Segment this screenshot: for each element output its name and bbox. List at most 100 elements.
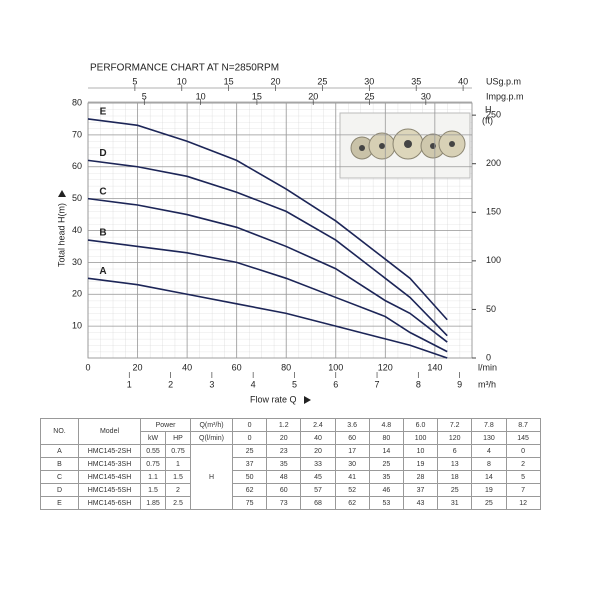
- head-cell: 4: [471, 444, 507, 458]
- flow-cell: 4.8: [368, 418, 404, 432]
- head-cell: 31: [437, 496, 473, 510]
- head-cell: 46: [368, 483, 404, 497]
- curve-label: B: [99, 228, 106, 239]
- table-row: B HMC145-3SH 0.75 1 37 35 33 30 25 19 13 8 2: [40, 457, 541, 471]
- header-cell: Power: [140, 418, 191, 432]
- head-cell: 68: [300, 496, 336, 510]
- head-cell: 5: [505, 470, 541, 484]
- x-tick-label: 5: [142, 91, 147, 101]
- cell: E: [40, 496, 79, 510]
- header-cell: Q(m³/h): [190, 418, 233, 432]
- head-cell: 62: [334, 496, 370, 510]
- x-tick-label: 25: [365, 91, 375, 101]
- head-cell: 0: [505, 444, 541, 458]
- x-tick-label: 5: [292, 379, 297, 389]
- cell: A: [40, 444, 79, 458]
- x-tick-label: 1: [127, 379, 132, 389]
- y-tick-label: 20: [72, 289, 82, 299]
- head-cell: 7: [505, 483, 541, 497]
- flow-cell: 40: [300, 431, 336, 445]
- cell: 1.5: [165, 470, 191, 484]
- arrow: [58, 190, 66, 197]
- head-cell: 17: [334, 444, 370, 458]
- x-tick-label: 3: [209, 379, 214, 389]
- flow-cell: 80: [368, 431, 404, 445]
- flow-cell: 60: [334, 431, 370, 445]
- cell: HMC145-3SH: [78, 457, 141, 471]
- cell: 0.75: [165, 444, 191, 458]
- table-row: D HMC145-5SH 1.5 2 62 60 57 52 46 37 25 19 7: [40, 483, 541, 497]
- x-tick-label: 5: [132, 76, 137, 86]
- y2-label: H: [485, 104, 492, 114]
- cell: 0.55: [140, 444, 166, 458]
- head-cell: 37: [231, 457, 268, 471]
- table-row: E HMC145-6SH 1.85 2.5 75 73 68 62 53 43 31 25 12: [40, 496, 541, 510]
- y2-tick-label: 50: [486, 304, 496, 314]
- table-row: A HMC145-2SH 0.55 0.75 H 25 23 20 17 14 10 6 4 0: [40, 444, 541, 510]
- head-cell: 35: [266, 457, 302, 471]
- x-axis-unit: m³/h: [478, 379, 496, 389]
- head-cell: 73: [266, 496, 302, 510]
- cell: C: [40, 470, 79, 484]
- head-cell: 18: [437, 470, 473, 484]
- flow-cell: 100: [402, 431, 439, 445]
- head-cell: 8: [471, 457, 507, 471]
- x-tick-label: 10: [177, 76, 187, 86]
- table-row: NO. Model Power Q(m³/h) 0 1.2 2.4 3.6 4.8 6.0 7.2 7…: [40, 418, 541, 445]
- y-label: Total head H(m): [56, 203, 66, 267]
- cell: B: [40, 457, 79, 471]
- cell: HMC145-5SH: [78, 483, 141, 497]
- head-cell: 25: [471, 496, 507, 510]
- head-cell: 10: [402, 444, 439, 458]
- flow-cell: 145: [505, 431, 541, 445]
- head-cell: 19: [471, 483, 507, 497]
- head-cell: 57: [300, 483, 336, 497]
- header-cell: Q(l/min): [190, 431, 233, 445]
- curve: [87, 159, 448, 337]
- curve: [87, 277, 448, 359]
- flow-cell: 130: [471, 431, 507, 445]
- y-tick-label: 70: [72, 129, 82, 139]
- flow-cell: 3.6: [334, 418, 370, 432]
- head-cell: 23: [266, 444, 302, 458]
- cell: HMC145-6SH: [78, 496, 141, 510]
- cell: 2: [165, 483, 191, 497]
- x-tick-label: 100: [328, 362, 343, 372]
- y-tick-label: 30: [72, 257, 82, 267]
- chart: PERFORMANCE CHART AT N=2850RPM H (ft) l/…: [56, 63, 524, 405]
- x-tick-label: 9: [457, 379, 462, 389]
- header-cell: HP: [165, 431, 191, 445]
- y2-tick-label: 100: [486, 255, 501, 265]
- x-axis-unit: Impg.p.m: [486, 91, 524, 101]
- flow-cell: 1.2: [266, 418, 302, 432]
- y2-tick-label: 200: [486, 158, 501, 168]
- x-tick-label: 30: [421, 91, 431, 101]
- header-cell: Model: [78, 418, 141, 445]
- x-tick-label: 20: [271, 76, 281, 86]
- head-cell: 37: [402, 483, 439, 497]
- y-tick-label: 80: [72, 97, 82, 107]
- pump-photo: [339, 112, 471, 179]
- head-cell: 25: [231, 444, 268, 458]
- y2-tick-label: 0: [486, 352, 491, 362]
- cell: HMC145-4SH: [78, 470, 141, 484]
- cell: 1: [165, 457, 191, 471]
- y2-tick-label: 250: [486, 110, 501, 120]
- x-axis-unit: USg.p.m: [486, 76, 521, 86]
- head-cell: 30: [334, 457, 370, 471]
- curve-label: C: [99, 186, 106, 197]
- table-row: C HMC145-4SH 1.1 1.5 50 48 45 41 35 28 18 14 5: [40, 470, 541, 484]
- x-tick-label: 4: [251, 379, 256, 389]
- y-tick-label: 50: [72, 193, 82, 203]
- head-cell: 13: [437, 457, 473, 471]
- x-tick-label: 40: [182, 362, 192, 372]
- x-tick-label: 7: [375, 379, 380, 389]
- table-row: kW HP Q(l/min) 0 20 40 60 80 100 120 130 145: [41, 431, 541, 445]
- cell: D: [40, 483, 79, 497]
- x-tick-label: 15: [224, 76, 234, 86]
- curve: [87, 239, 448, 353]
- x-tick-label: 60: [232, 362, 242, 372]
- flow-cell: 0: [231, 418, 268, 432]
- x-label: Flow rate Q: [250, 394, 297, 404]
- curve-label: E: [100, 107, 107, 118]
